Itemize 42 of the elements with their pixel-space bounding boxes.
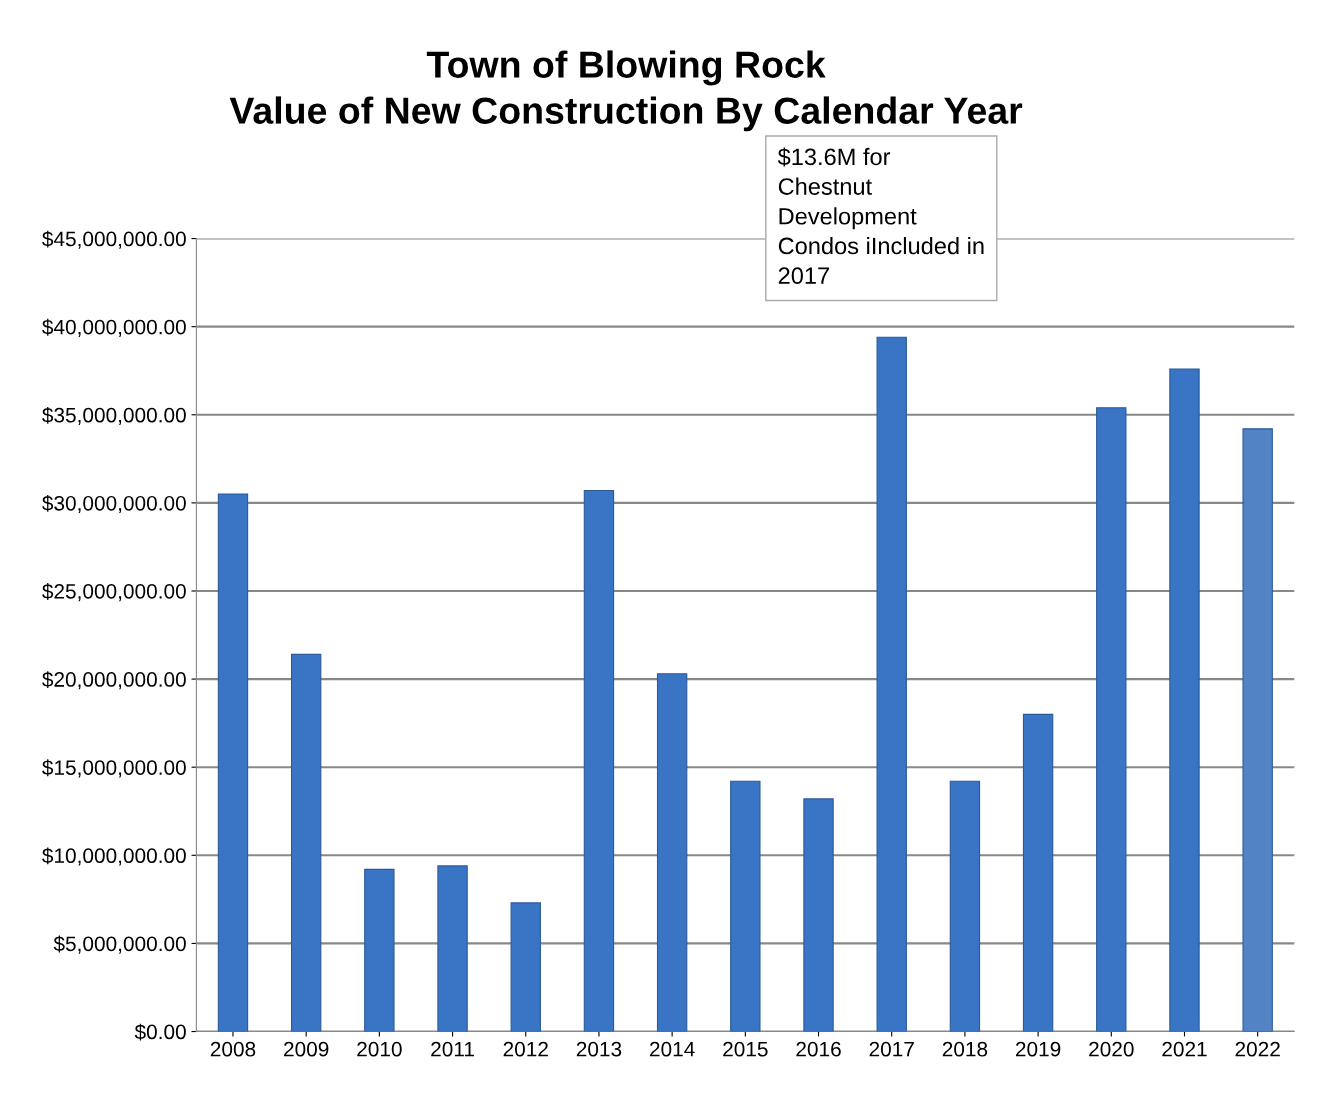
y-tick-label: $5,000,000.00 — [53, 935, 186, 954]
x-tick-label: 2013 — [576, 1041, 622, 1057]
bar — [1242, 428, 1273, 1032]
bar — [583, 489, 615, 1032]
bar — [364, 868, 395, 1032]
bar — [290, 653, 322, 1032]
x-tick-label: 2018 — [942, 1041, 988, 1057]
y-tick-label: $10,000,000.00 — [42, 847, 186, 866]
bar — [949, 780, 981, 1032]
bar — [876, 336, 907, 1032]
bar — [1022, 713, 1054, 1032]
x-tick-label: 2010 — [357, 1041, 402, 1057]
bar — [510, 902, 541, 1032]
x-tick-label: 2015 — [723, 1041, 768, 1057]
bar — [1169, 368, 1200, 1032]
bar — [1096, 407, 1127, 1032]
annotation: $13.6M for Chestnut Development Condos iIncluded in 2017 — [777, 147, 984, 285]
x-tick-label: 2008 — [210, 1041, 256, 1057]
x-tick-label: 2017 — [869, 1041, 914, 1057]
bar — [803, 798, 834, 1032]
y-tick-label: $40,000,000.00 — [42, 318, 186, 337]
x-tick-label: 2009 — [284, 1041, 329, 1057]
x-tick-label: 2020 — [1089, 1041, 1134, 1057]
y-tick-label: $35,000,000.00 — [42, 406, 186, 425]
bar — [730, 780, 761, 1032]
x-tick-label: 2016 — [796, 1041, 841, 1057]
x-tick-label: 2021 — [1162, 1041, 1207, 1057]
y-tick-label: $0.00 — [134, 1023, 186, 1041]
x-tick-label: 2014 — [650, 1041, 695, 1057]
y-tick-label: $20,000,000.00 — [42, 671, 186, 690]
y-tick-label: $15,000,000.00 — [42, 759, 186, 778]
bar — [656, 673, 688, 1032]
x-tick-label: 2011 — [431, 1041, 474, 1057]
x-tick-label: 2012 — [503, 1041, 548, 1057]
y-tick-label: $30,000,000.00 — [42, 495, 186, 514]
x-tick-label: 2022 — [1235, 1041, 1280, 1057]
bar — [437, 865, 468, 1032]
bar — [217, 493, 249, 1032]
y-tick-label: $25,000,000.00 — [42, 583, 186, 602]
chart-title: Town of Blowing Rock Value of New Construction By Calendar Year — [229, 50, 1023, 132]
y-tick-label: $45,000,000.00 — [42, 230, 186, 249]
x-tick-label: 2019 — [1015, 1041, 1061, 1057]
